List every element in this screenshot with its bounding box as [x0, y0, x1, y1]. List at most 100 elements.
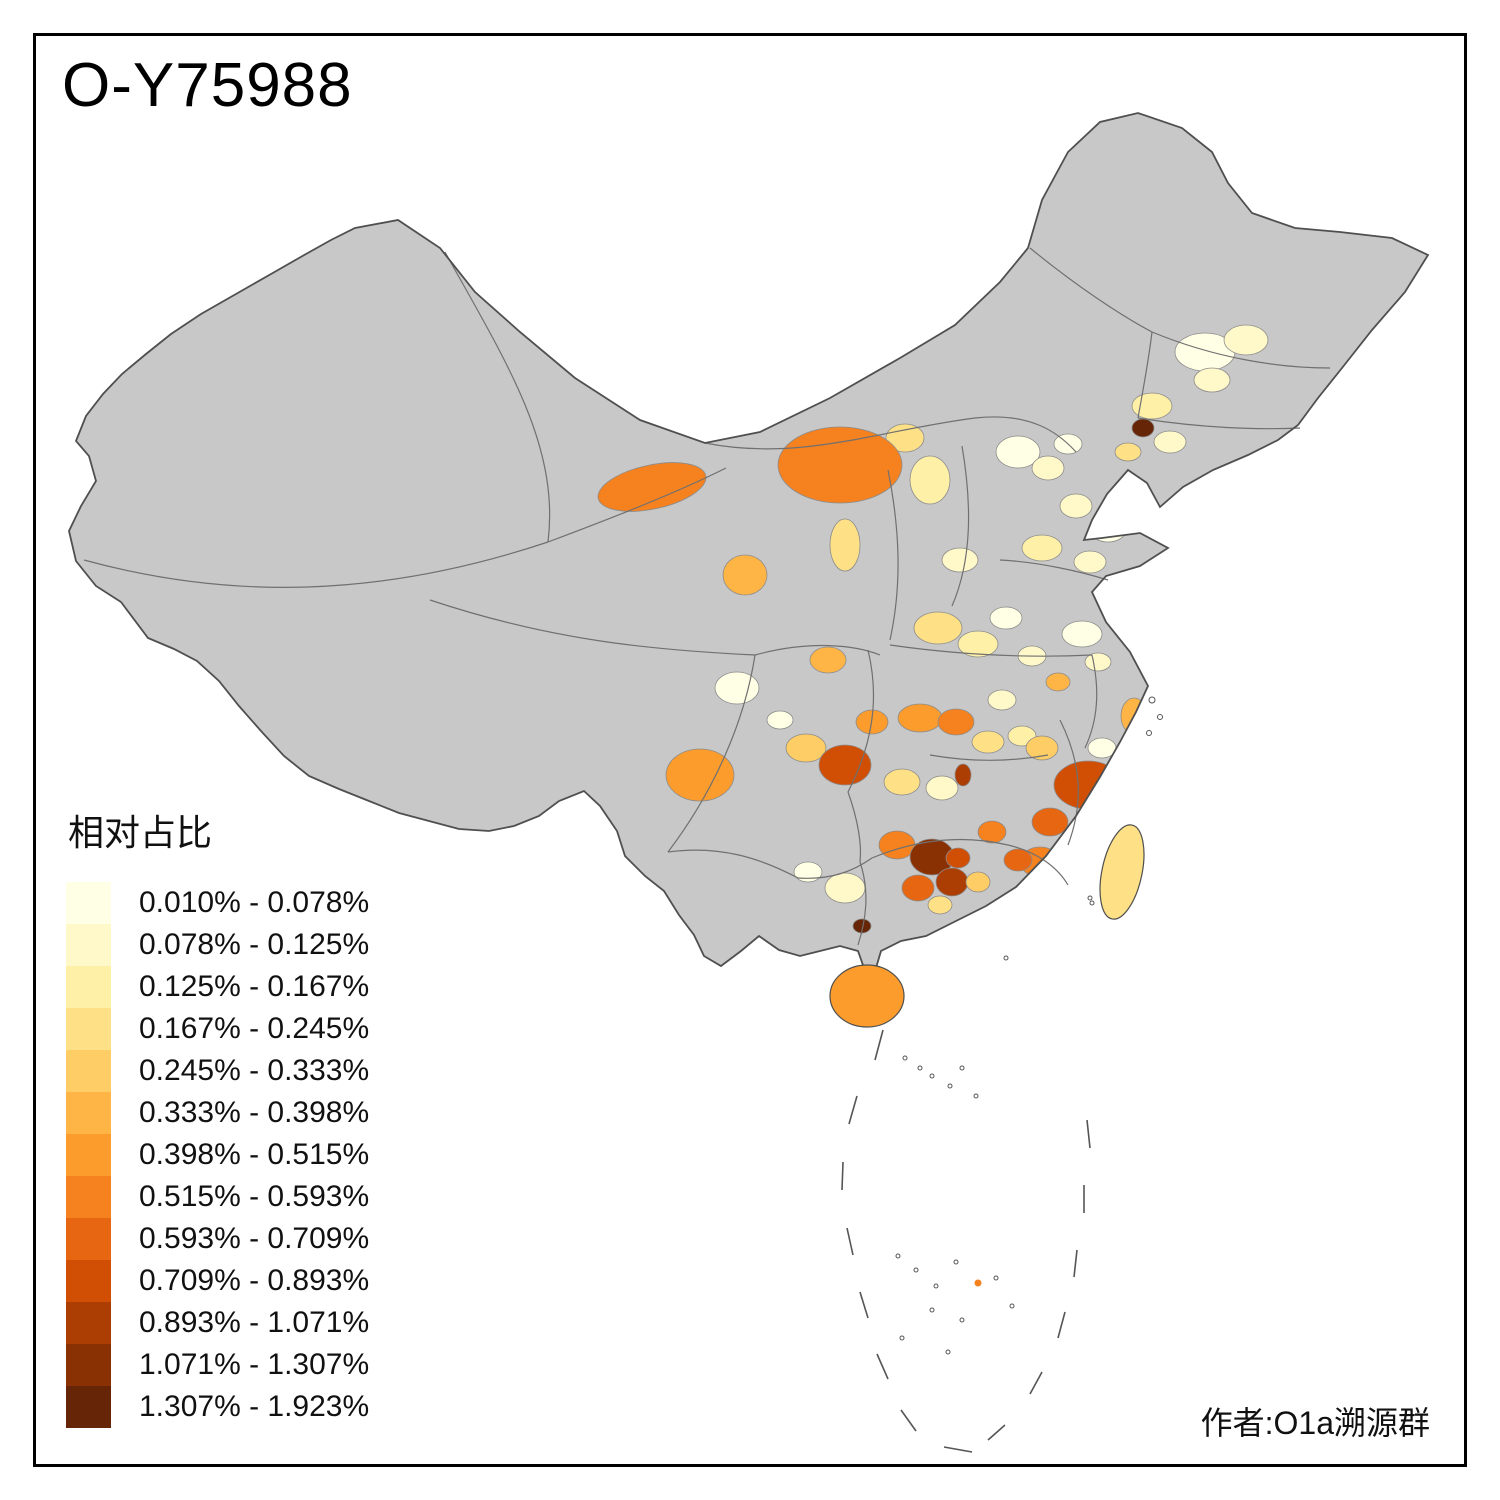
map-region	[1193, 367, 1231, 393]
map-region	[785, 733, 827, 763]
legend-item: 0.709% - 0.893%	[66, 1260, 369, 1302]
map-region	[1114, 442, 1142, 462]
province-borders	[83, 247, 1331, 946]
taiwan-island	[1099, 824, 1145, 920]
map-region	[714, 671, 760, 705]
map-region	[1131, 392, 1173, 420]
legend: 相对占比 0.010% - 0.078% 0.078% - 0.125% 0.1…	[66, 804, 369, 1428]
legend-swatch	[66, 924, 111, 966]
map-region	[989, 606, 1023, 630]
legend-swatch	[66, 1344, 111, 1386]
legend-swatch	[66, 966, 111, 1008]
map-region	[1045, 672, 1071, 692]
map-region	[927, 895, 953, 915]
legend-item: 0.125% - 0.167%	[66, 966, 369, 1008]
legend-label: 0.167% - 0.245%	[139, 1012, 370, 1045]
map-region	[597, 462, 707, 512]
map-region	[1061, 620, 1103, 648]
map-region	[909, 455, 951, 505]
map-region	[885, 423, 925, 453]
legend-label: 0.078% - 0.125%	[139, 928, 370, 961]
map-region	[824, 872, 866, 904]
map-region	[1059, 493, 1093, 519]
map-region	[995, 435, 1041, 469]
legend-item: 1.071% - 1.307%	[66, 1344, 369, 1386]
legend-label: 0.398% - 0.515%	[139, 1138, 370, 1171]
map-region	[941, 547, 979, 573]
map-region	[722, 554, 768, 596]
legend-item: 1.307% - 1.923%	[66, 1386, 369, 1428]
legend-item: 0.010% - 0.078%	[66, 882, 369, 924]
colored-sea-island	[974, 1279, 982, 1287]
map-region	[1031, 455, 1065, 481]
legend-item: 0.167% - 0.245%	[66, 1008, 369, 1050]
map-region	[1053, 760, 1123, 810]
legend-swatch	[66, 882, 111, 924]
legend-label: 0.709% - 0.893%	[139, 1264, 370, 1297]
map-region	[829, 518, 861, 572]
map-region	[777, 426, 903, 504]
map-region	[971, 730, 1005, 754]
map-region	[945, 847, 971, 869]
map-region	[954, 763, 972, 787]
map-region	[883, 768, 921, 796]
legend-swatch	[66, 1008, 111, 1050]
legend-list: 0.010% - 0.078% 0.078% - 0.125% 0.125% -…	[66, 882, 369, 1428]
map-region	[901, 874, 935, 902]
map-region	[878, 830, 916, 860]
legend-swatch	[66, 1302, 111, 1344]
legend-item: 0.593% - 0.709%	[66, 1218, 369, 1260]
hainan-island	[829, 964, 905, 1028]
map-region	[818, 744, 872, 786]
map-region	[1153, 430, 1187, 454]
nine-dash-line	[841, 1029, 1091, 1453]
map-region	[897, 703, 943, 733]
map-region	[913, 611, 963, 645]
map-region	[1003, 848, 1033, 872]
map-region	[977, 820, 1007, 844]
legend-swatch	[66, 1176, 111, 1218]
map-region	[1131, 418, 1155, 438]
legend-swatch	[66, 1218, 111, 1260]
map-region	[1223, 324, 1269, 356]
map-region	[665, 748, 735, 802]
legend-item: 0.893% - 1.071%	[66, 1302, 369, 1344]
map-region	[935, 867, 969, 897]
legend-item: 0.245% - 0.333%	[66, 1050, 369, 1092]
map-region	[925, 775, 959, 801]
legend-item: 0.078% - 0.125%	[66, 924, 369, 966]
legend-label: 0.893% - 1.071%	[139, 1306, 370, 1339]
legend-label: 1.071% - 1.307%	[139, 1348, 370, 1381]
legend-label: 0.125% - 0.167%	[139, 970, 370, 1003]
legend-label: 1.307% - 1.923%	[139, 1390, 370, 1423]
legend-swatch	[66, 1260, 111, 1302]
map-region	[1073, 550, 1107, 574]
page-title: O-Y75988	[62, 51, 353, 120]
map-region	[965, 871, 991, 893]
map-region	[937, 708, 975, 736]
map-region	[766, 710, 794, 730]
map-region	[1021, 534, 1063, 562]
small-islands	[895, 696, 1163, 1355]
map-region	[1025, 735, 1059, 761]
map-region	[957, 630, 999, 658]
legend-title: 相对占比	[68, 812, 213, 853]
legend-label: 0.010% - 0.078%	[139, 886, 370, 919]
map-region	[809, 646, 847, 674]
legend-label: 0.245% - 0.333%	[139, 1054, 370, 1087]
legend-item: 0.515% - 0.593%	[66, 1176, 369, 1218]
legend-label: 0.593% - 0.709%	[139, 1222, 370, 1255]
legend-label: 0.333% - 0.398%	[139, 1096, 370, 1129]
legend-item: 0.333% - 0.398%	[66, 1092, 369, 1134]
legend-label: 0.515% - 0.593%	[139, 1180, 370, 1213]
map-region	[987, 689, 1017, 711]
map-region	[1031, 807, 1069, 837]
map-region	[793, 861, 823, 883]
legend-swatch	[66, 1092, 111, 1134]
author-credit: 作者:O1a溯源群	[1200, 1405, 1430, 1441]
map-region	[1084, 652, 1112, 672]
legend-item: 0.398% - 0.515%	[66, 1134, 369, 1176]
legend-swatch	[66, 1050, 111, 1092]
